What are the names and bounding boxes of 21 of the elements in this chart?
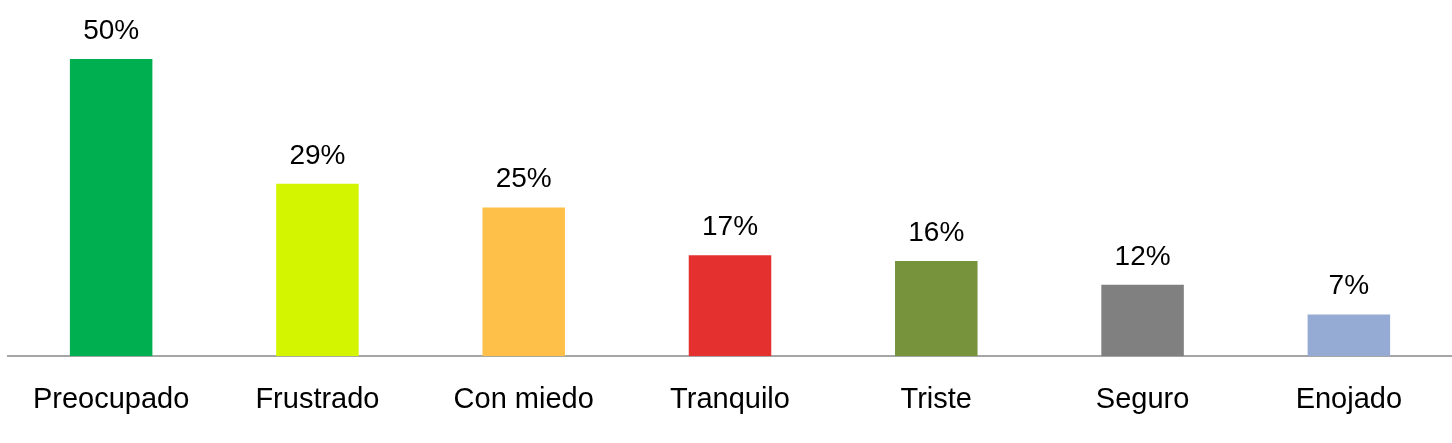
x-tick-label: Seguro bbox=[1095, 381, 1190, 414]
x-tick-label: Enojado bbox=[1295, 381, 1403, 414]
data-label: 50% bbox=[83, 13, 140, 45]
x-tick-label: Frustrado bbox=[255, 381, 380, 414]
x-tick-label: Preocupado bbox=[32, 381, 190, 414]
bar bbox=[482, 207, 565, 357]
x-tick-label: Con miedo bbox=[453, 381, 594, 414]
bar bbox=[69, 59, 153, 357]
bar bbox=[688, 255, 772, 357]
data-label: 17% bbox=[701, 209, 759, 241]
data-label: 16% bbox=[908, 215, 965, 247]
bar bbox=[276, 183, 359, 357]
x-tick-label: Tranquilo bbox=[670, 381, 790, 414]
bar bbox=[1101, 284, 1184, 357]
bar bbox=[1307, 314, 1391, 357]
data-label: 29% bbox=[289, 138, 346, 170]
bar bbox=[895, 261, 978, 357]
data-label: 7% bbox=[1328, 269, 1370, 301]
data-label: 12% bbox=[1114, 239, 1171, 271]
x-tick-label: Triste bbox=[900, 381, 972, 414]
data-label: 25% bbox=[495, 162, 552, 194]
